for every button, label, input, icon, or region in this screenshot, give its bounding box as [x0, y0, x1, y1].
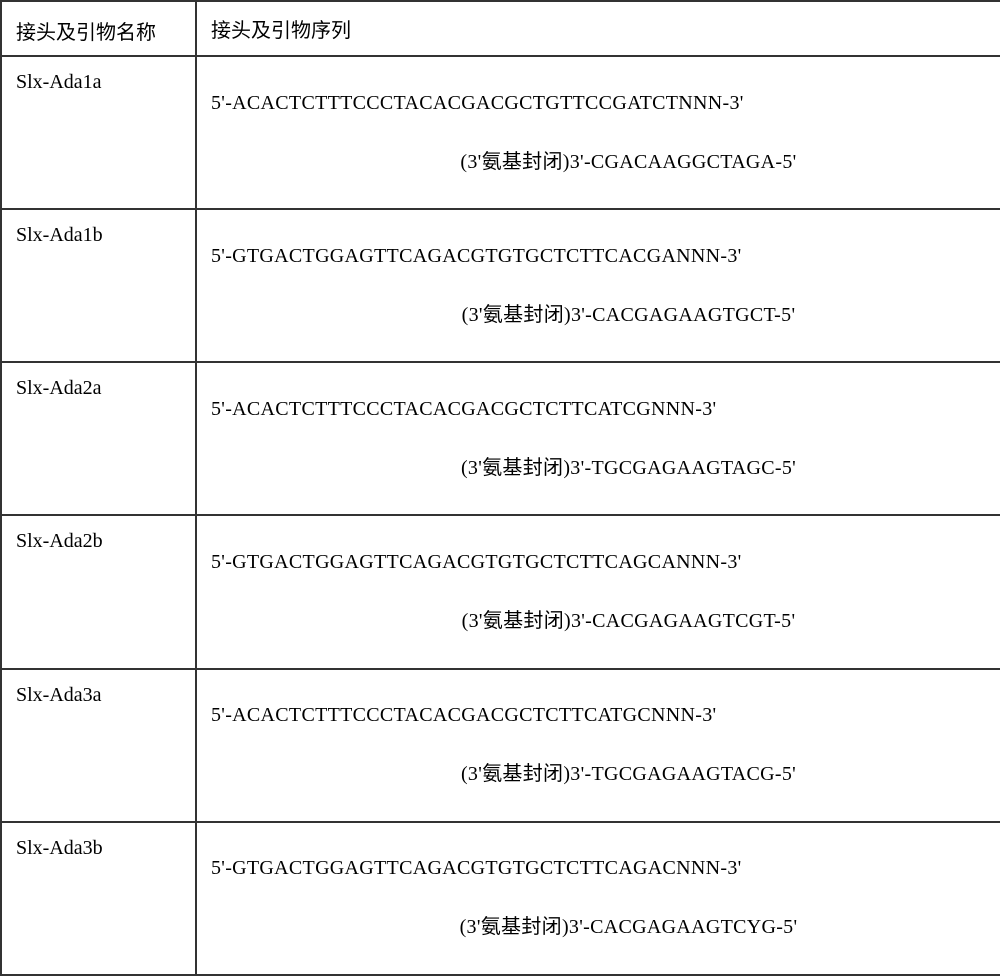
- seq-prefix: (3'氨基封闭): [460, 151, 569, 173]
- table-row: Slx-Ada3b 5'-GTGACTGGAGTTCAGACGTGTGCTCTT…: [1, 822, 1000, 975]
- seq-prefix: (3'氨基封闭): [461, 763, 570, 785]
- row-name-cell: Slx-Ada1a: [1, 56, 196, 209]
- seq-text: 3'-TGCGAGAAGTACG-5': [570, 763, 796, 785]
- sequence-line-1: 5'-GTGACTGGAGTTCAGACGTGTGCTCTTCACGANNN-3…: [211, 245, 986, 268]
- table-header-row: 接头及引物名称 接头及引物序列: [1, 1, 1000, 56]
- seq-text: 3'-CGACAAGGCTAGA-5': [570, 151, 797, 173]
- row-sequence-cell: 5'-GTGACTGGAGTTCAGACGTGTGCTCTTCACGANNN-3…: [196, 209, 1000, 362]
- seq-text: 3'-CACGAGAAGTCGT-5': [571, 610, 795, 632]
- header-name: 接头及引物名称: [1, 1, 196, 56]
- header-sequence: 接头及引物序列: [196, 1, 1000, 56]
- seq-prefix: (3'氨基封闭): [461, 457, 570, 479]
- table-row: Slx-Ada1b 5'-GTGACTGGAGTTCAGACGTGTGCTCTT…: [1, 209, 1000, 362]
- table-row: Slx-Ada2b 5'-GTGACTGGAGTTCAGACGTGTGCTCTT…: [1, 515, 1000, 668]
- seq-text: 3'-TGCGAGAAGTAGC-5': [570, 457, 796, 479]
- seq-text: 3'-CACGAGAAGTGCT-5': [571, 304, 795, 326]
- sequence-line-1: 5'-ACACTCTTTCCCTACACGACGCTGTTCCGATCTNNN-…: [211, 92, 986, 115]
- sequence-line-2: (3'氨基封闭)3'-CACGAGAAGTGCT-5': [211, 298, 986, 327]
- seq-prefix: (3'氨基封闭): [462, 610, 571, 632]
- sequence-table: 接头及引物名称 接头及引物序列 Slx-Ada1a 5'-ACACTCTTTCC…: [0, 0, 1000, 976]
- sequence-line-2: (3'氨基封闭)3'-CGACAAGGCTAGA-5': [211, 145, 986, 174]
- sequence-line-2: (3'氨基封闭)3'-TGCGAGAAGTAGC-5': [211, 451, 986, 480]
- row-sequence-cell: 5'-ACACTCTTTCCCTACACGACGCTCTTCATGCNNN-3'…: [196, 669, 1000, 822]
- seq-text: 3'-CACGAGAAGTCYG-5': [569, 916, 797, 938]
- sequence-line-1: 5'-ACACTCTTTCCCTACACGACGCTCTTCATGCNNN-3': [211, 704, 986, 727]
- seq-prefix: (3'氨基封闭): [460, 916, 569, 938]
- sequence-line-1: 5'-GTGACTGGAGTTCAGACGTGTGCTCTTCAGACNNN-3…: [211, 857, 986, 880]
- row-name-cell: Slx-Ada1b: [1, 209, 196, 362]
- sequence-line-1: 5'-ACACTCTTTCCCTACACGACGCTCTTCATCGNNN-3': [211, 398, 986, 421]
- row-sequence-cell: 5'-ACACTCTTTCCCTACACGACGCTCTTCATCGNNN-3'…: [196, 362, 1000, 515]
- row-sequence-cell: 5'-ACACTCTTTCCCTACACGACGCTGTTCCGATCTNNN-…: [196, 56, 1000, 209]
- table-row: Slx-Ada3a 5'-ACACTCTTTCCCTACACGACGCTCTTC…: [1, 669, 1000, 822]
- table-row: Slx-Ada1a 5'-ACACTCTTTCCCTACACGACGCTGTTC…: [1, 56, 1000, 209]
- row-name-cell: Slx-Ada3a: [1, 669, 196, 822]
- row-sequence-cell: 5'-GTGACTGGAGTTCAGACGTGTGCTCTTCAGCANNN-3…: [196, 515, 1000, 668]
- sequence-line-2: (3'氨基封闭)3'-CACGAGAAGTCGT-5': [211, 604, 986, 633]
- table-row: Slx-Ada2a 5'-ACACTCTTTCCCTACACGACGCTCTTC…: [1, 362, 1000, 515]
- sequence-line-2: (3'氨基封闭)3'-CACGAGAAGTCYG-5': [211, 910, 986, 939]
- row-sequence-cell: 5'-GTGACTGGAGTTCAGACGTGTGCTCTTCAGACNNN-3…: [196, 822, 1000, 975]
- sequence-line-1: 5'-GTGACTGGAGTTCAGACGTGTGCTCTTCAGCANNN-3…: [211, 551, 986, 574]
- row-name-cell: Slx-Ada2b: [1, 515, 196, 668]
- sequence-line-2: (3'氨基封闭)3'-TGCGAGAAGTACG-5': [211, 757, 986, 786]
- seq-prefix: (3'氨基封闭): [462, 304, 571, 326]
- row-name-cell: Slx-Ada2a: [1, 362, 196, 515]
- row-name-cell: Slx-Ada3b: [1, 822, 196, 975]
- sequence-table-container: 接头及引物名称 接头及引物序列 Slx-Ada1a 5'-ACACTCTTTCC…: [0, 0, 1000, 976]
